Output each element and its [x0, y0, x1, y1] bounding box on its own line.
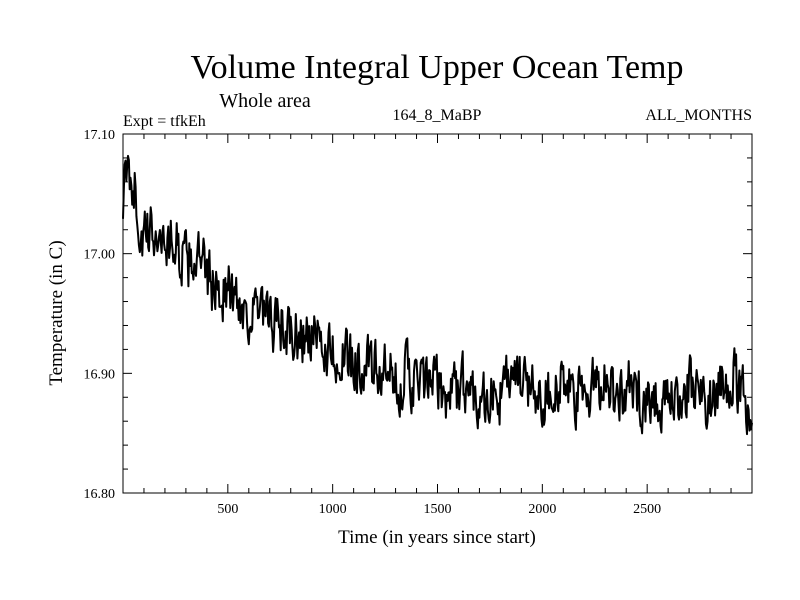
chart-title: Volume Integral Upper Ocean Temp — [191, 49, 684, 86]
y-tick-label: 17.10 — [84, 128, 116, 143]
y-tick-label: 17.00 — [84, 248, 116, 263]
chart-subtitle: Whole area — [219, 90, 311, 112]
x-tick-label: 2000 — [528, 502, 556, 517]
y-tick-label: 16.80 — [84, 487, 116, 502]
x-tick-label: 1000 — [319, 502, 347, 517]
plot-frame — [122, 133, 753, 494]
expt-label: Expt = tfkEh — [123, 113, 206, 130]
axis-tick-labels: 500 1000 1500 2000 2500 16.80 16.90 17.00 17.10 — [84, 128, 662, 517]
y-tick-label: 16.90 — [84, 367, 116, 382]
x-axis-label: Time (in years since start) — [338, 527, 536, 548]
y-axis-label: Temperature (in C) — [46, 240, 67, 385]
run-label: 164_8_MaBP — [393, 107, 482, 124]
axis-ticks — [123, 134, 752, 493]
months-label: ALL_MONTHS — [645, 107, 752, 124]
plot-border — [122, 133, 753, 494]
x-tick-label: 1500 — [424, 502, 452, 517]
series-line-temperature — [122, 154, 753, 436]
x-tick-label: 500 — [217, 502, 238, 517]
x-tick-label: 2500 — [633, 502, 661, 517]
